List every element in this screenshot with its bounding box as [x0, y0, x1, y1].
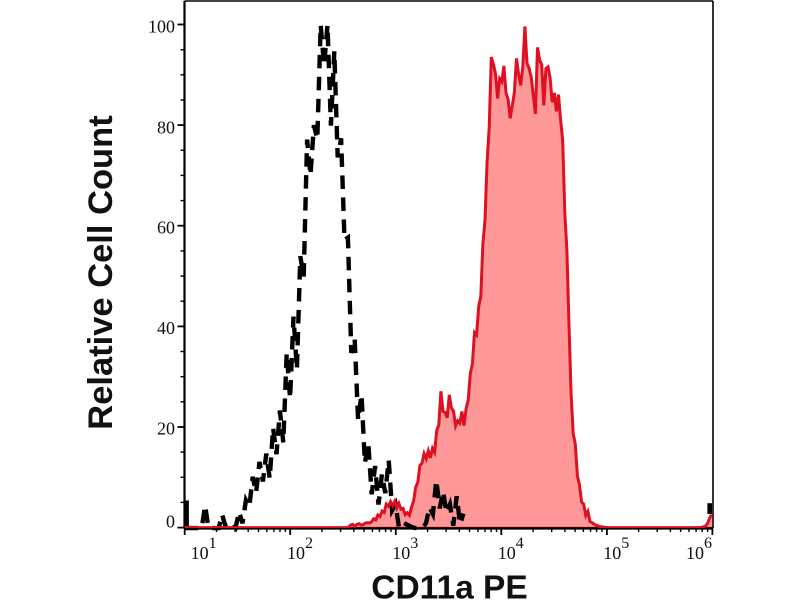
- svg-text:40: 40: [157, 318, 175, 338]
- svg-text:80: 80: [157, 117, 175, 137]
- svg-text:0: 0: [166, 512, 175, 532]
- svg-text:100: 100: [148, 17, 175, 37]
- svg-text:60: 60: [157, 218, 175, 238]
- svg-text:20: 20: [157, 419, 175, 439]
- svg-text:CD11a PE: CD11a PE: [371, 570, 527, 600]
- svg-text:Relative Cell Count: Relative Cell Count: [82, 115, 120, 430]
